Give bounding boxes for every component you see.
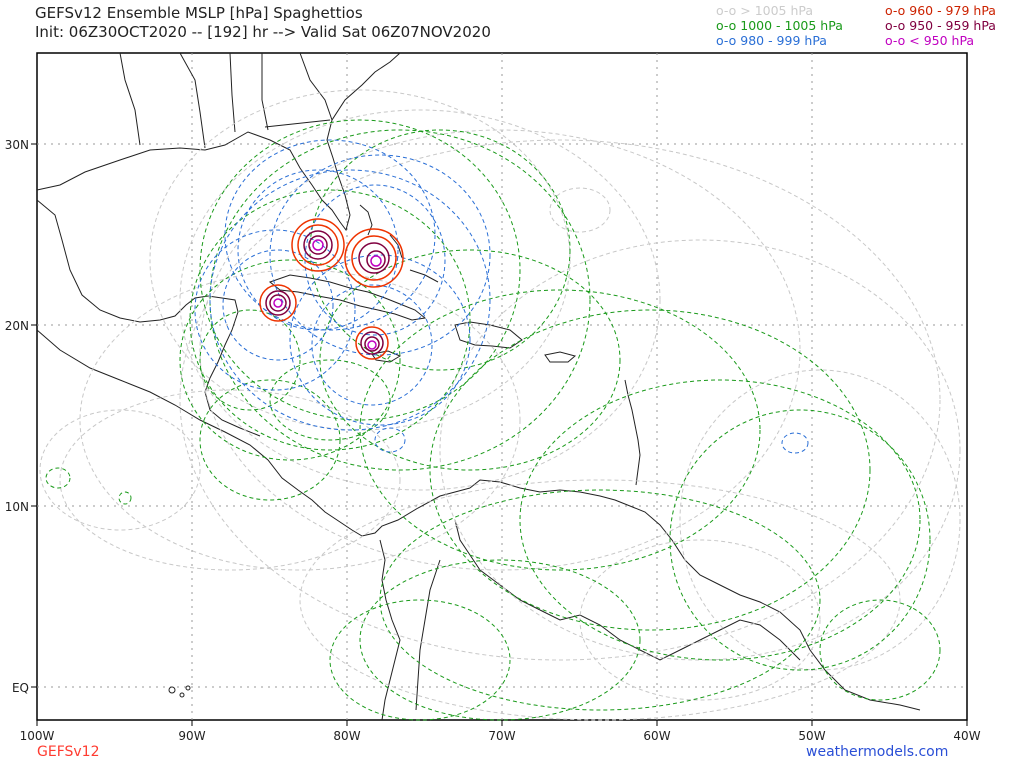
legend-item-1000-1005: o-o 1000 - 1005 hPa (716, 18, 843, 33)
lat-label-10n: 10N (5, 500, 29, 514)
storm-center-jamaica (355, 326, 389, 360)
lon-label-40w: 40W (953, 729, 980, 743)
storm-center-bahamas (344, 228, 404, 288)
lat-label-eq: EQ (12, 681, 29, 695)
lon-label-90w: 90W (178, 729, 205, 743)
tick-marks (31, 143, 968, 726)
lon-label-100w: 100W (20, 729, 55, 743)
lat-label-30n: 30N (5, 138, 29, 152)
contours-980-999 (194, 139, 809, 454)
title-line-2: Init: 06Z30OCT2020 -- [192] hr --> Valid… (35, 23, 491, 41)
title-line-1: GEFSv12 Ensemble MSLP [hPa] Spaghettios (35, 4, 363, 22)
legend-left: o-o > 1005 hPa o-o 1000 - 1005 hPa o-o 9… (716, 3, 843, 48)
footer-site-link[interactable]: weathermodels.com (806, 744, 949, 760)
legend-item-950-959: o-o 950 - 959 hPa (885, 18, 996, 33)
legend-item-980-999: o-o 980 - 999 hPa (716, 33, 827, 48)
lon-label-50w: 50W (798, 729, 825, 743)
legend-item-above-1005: o-o > 1005 hPa (716, 3, 814, 18)
storm-center-florida (291, 218, 345, 272)
legend-right: o-o 960 - 979 hPa o-o 950 - 959 hPa o-o … (885, 3, 996, 48)
chart-title: GEFSv12 Ensemble MSLP [hPa] Spaghettios … (35, 4, 491, 42)
legend-item-960-979: o-o 960 - 979 hPa (885, 3, 996, 18)
storm-center-yucatan (259, 284, 297, 322)
latitude-labels: 30N 20N 10N EQ (5, 138, 29, 695)
lon-label-70w: 70W (488, 729, 515, 743)
lon-label-60w: 60W (643, 729, 670, 743)
gridlines (37, 53, 967, 720)
coastlines (36, 52, 921, 721)
contours-above-1005 (39, 89, 961, 721)
map-frame (36, 52, 968, 721)
footer-model-name: GEFSv12 (37, 744, 100, 760)
contours-1000-1005 (45, 119, 941, 721)
legend-item-below-950: o-o < 950 hPa (885, 33, 975, 48)
lon-label-80w: 80W (333, 729, 360, 743)
longitude-labels: 100W 90W 80W 70W 60W 50W 40W (20, 729, 981, 743)
lat-label-20n: 20N (5, 319, 29, 333)
